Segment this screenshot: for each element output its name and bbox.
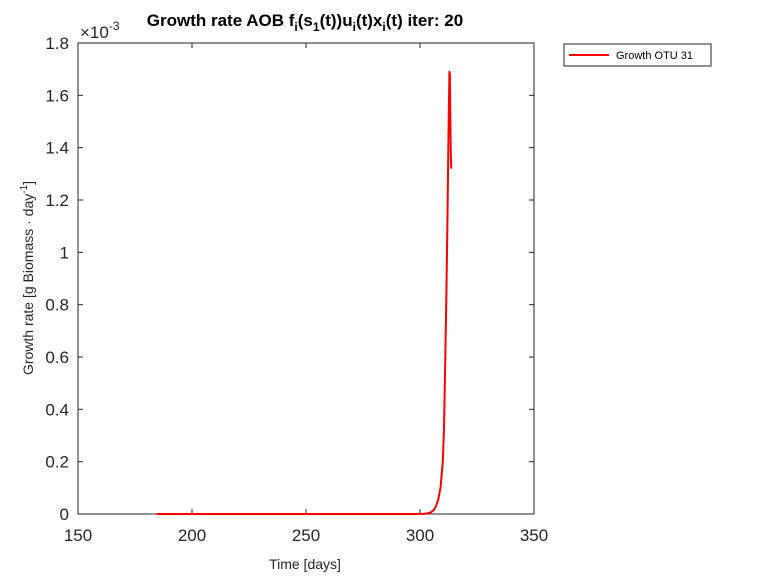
y-tick-label: 1.6 bbox=[45, 86, 69, 105]
plot-area bbox=[77, 42, 535, 515]
x-tick-label: 350 bbox=[520, 526, 548, 545]
y-tick-label: 0.2 bbox=[45, 453, 69, 472]
x-tick-label: 200 bbox=[178, 526, 206, 545]
legend-box bbox=[563, 43, 712, 67]
series-group bbox=[156, 70, 453, 515]
series-line-growth-otu-31 bbox=[156, 70, 453, 515]
chart-title: Growth rate AOB fi(s1(t))ui(t)xi(t) iter… bbox=[147, 11, 463, 34]
y-tick-label: 1.2 bbox=[45, 191, 69, 210]
y-tick-label: 0.6 bbox=[45, 348, 69, 367]
y-exponent-label: ×10-3 bbox=[80, 19, 120, 42]
legend-label-growth-otu-31: Growth OTU 31 bbox=[616, 50, 693, 62]
x-tick-label: 250 bbox=[292, 526, 320, 545]
y-tick-label: 1 bbox=[60, 243, 69, 262]
y-tick-label: 0 bbox=[60, 505, 69, 524]
y-tick-label: 0.4 bbox=[45, 400, 69, 419]
y-tick-label: 1.4 bbox=[45, 139, 69, 158]
y-tick-label: 1.8 bbox=[45, 34, 69, 53]
y-axis-label: Growth rate [g Biomass · day-1] bbox=[19, 181, 36, 375]
x-tick-label: 150 bbox=[64, 526, 92, 545]
y-tick-label: 0.8 bbox=[45, 296, 69, 315]
axis-ticks: 150 200 250 300 350 0 0.2 0.4 0.6 0.8 1 1.2 1.4 1.6 1.… bbox=[45, 34, 548, 545]
x-tick-label: 300 bbox=[406, 526, 434, 545]
legend: Growth OTU 31 bbox=[563, 43, 712, 67]
x-axis-label: Time [days] bbox=[269, 556, 341, 572]
